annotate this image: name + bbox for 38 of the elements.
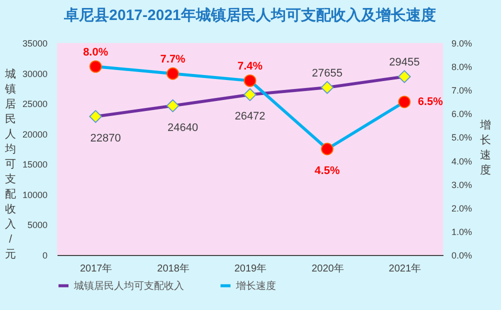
y-tick-label: 15000 [22, 160, 48, 170]
y2-tick-label: 0.0% [452, 250, 472, 260]
y2-tick-label: 5.0% [452, 132, 472, 143]
data-label: 24640 [168, 122, 198, 134]
data-label: 22870 [90, 132, 121, 144]
data-label: 7.7% [160, 54, 186, 66]
data-label: 6.5% [418, 96, 444, 108]
y2-tick-label: 7.0% [452, 86, 472, 96]
x-tick-label: 2020年 [312, 262, 344, 274]
data-label: 27655 [312, 67, 342, 80]
y2-tick-label: 8.0% [452, 62, 472, 72]
y2-tick-label: 2.0% [452, 203, 472, 214]
y2-tick-label: 4.0% [452, 156, 472, 166]
data-label: 8.0% [83, 46, 108, 59]
x-tick-label: 2021年 [388, 262, 422, 274]
y-tick-label: 10000 [22, 190, 48, 200]
y-tick-label: 25000 [22, 99, 48, 110]
y-tick-label: 5000 [27, 220, 48, 230]
y-tick-label: 20000 [22, 129, 48, 140]
y2-tick-label: 3.0% [452, 180, 472, 190]
y2-tick-label: 1.0% [452, 226, 472, 237]
data-label: 29455 [389, 56, 420, 69]
data-label: 26472 [234, 110, 266, 123]
x-tick-label: 2019年 [234, 262, 267, 274]
y-tick-label: 0 [42, 250, 48, 260]
chart-title: 卓尼县2017-2021年城镇居民人均可支配收入及增长速度 [63, 6, 436, 24]
x-tick-label: 2018年 [157, 262, 190, 274]
x-tick-label: 2017年 [80, 262, 112, 274]
data-label: 7.4% [237, 60, 263, 73]
y2-tick-label: 6.0% [452, 109, 472, 120]
text: 城镇居民人均可支配收入/元 [5, 68, 16, 260]
y2-tick-label: 9.0% [452, 38, 472, 48]
y2-axis-title: 增长速度 [479, 120, 491, 176]
y-tick-label: 35000 [22, 38, 48, 48]
data-label: 4.5% [314, 165, 340, 177]
legend-label: 增长速度 [235, 280, 276, 292]
legend-label: 城镇居民人均可支配收入 [73, 280, 184, 292]
y-tick-label: 30000 [22, 68, 48, 79]
